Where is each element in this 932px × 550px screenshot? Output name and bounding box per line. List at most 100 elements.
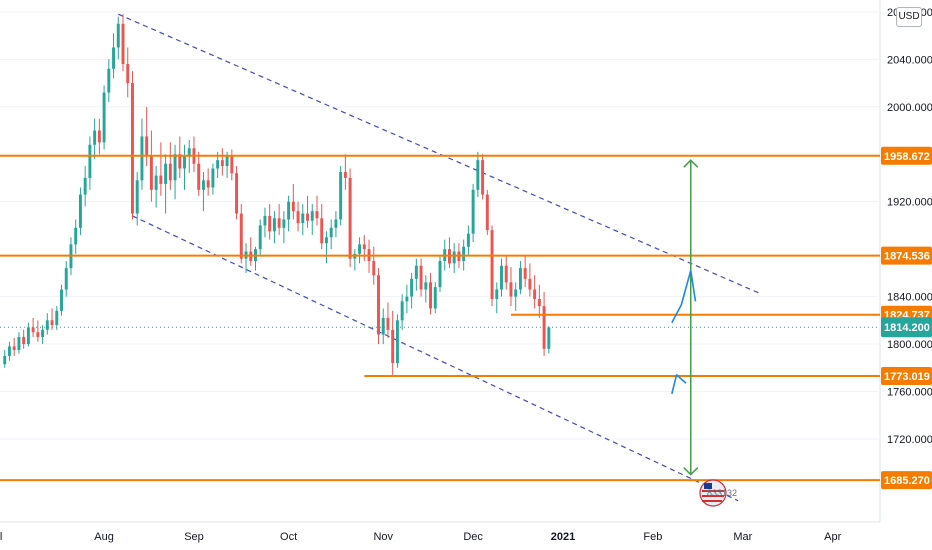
candle-body (154, 175, 158, 190)
flag-stripe-icon (702, 500, 722, 502)
candle-body (7, 346, 11, 356)
candle-body (220, 160, 224, 167)
x-tick-label: Apr (824, 531, 841, 543)
time-axis[interactable]: Jul Aug Sep Oct Nov Dec 2021 Feb Mar Apr (0, 531, 842, 543)
candle-body (187, 148, 191, 157)
watermark-number: 833132 (707, 488, 737, 498)
candle-body (495, 289, 499, 299)
candle-body (528, 278, 532, 290)
level-label-box (881, 367, 932, 386)
candle-body (83, 177, 87, 195)
candle-body (116, 23, 120, 48)
candle-body (258, 225, 262, 250)
candle-body (296, 211, 300, 224)
candle-body (395, 320, 399, 364)
channel-lower-line[interactable] (132, 215, 739, 502)
projection-down-path[interactable] (671, 374, 687, 395)
watermark-logo: 833132 (699, 479, 737, 507)
candle-body (329, 227, 333, 238)
candle-body (268, 215, 272, 232)
flag-stripe-icon (702, 490, 724, 492)
x-tick-label: Nov (373, 531, 393, 543)
candle-body (97, 130, 101, 143)
candle-body (537, 298, 541, 307)
currency-badge[interactable]: USD (896, 7, 922, 27)
x-tick-label: Aug (94, 531, 114, 543)
level-label: 1874.536 (884, 251, 930, 263)
candle-body (306, 213, 309, 221)
candle-body (310, 211, 314, 221)
candle-body (197, 163, 201, 190)
candle-body (362, 244, 366, 250)
candle-body (60, 289, 63, 311)
price-axis[interactable]: 2080.0002040.0002000.0001920.0001840.000… (0, 7, 932, 446)
candle-body (386, 317, 390, 330)
candle-body (509, 282, 513, 297)
flag-canton-icon (704, 483, 712, 489)
candle-body (348, 177, 352, 259)
y-tick-label: 1720.000 (887, 434, 932, 446)
price-channel[interactable] (118, 13, 762, 502)
candle-body (377, 275, 380, 335)
candle-body (500, 265, 503, 290)
candle-body (343, 172, 347, 178)
candle-body (419, 265, 423, 290)
candle-body (533, 289, 537, 299)
candle-body (225, 156, 229, 167)
price-level-labels: 1958.6721874.5361824.7371773.0191685.270… (881, 146, 932, 490)
candle-body (523, 268, 527, 279)
x-tick-label: Oct (280, 531, 297, 543)
candle-body (50, 320, 54, 326)
candle-body (476, 160, 480, 190)
candle-body (149, 156, 153, 190)
candle-body (272, 218, 276, 232)
target-down-arrow-head (683, 467, 699, 476)
candle-body (164, 163, 168, 184)
x-tick-label: 2021 (551, 531, 575, 543)
candle-body (168, 163, 172, 181)
x-tick-label: Feb (643, 531, 662, 543)
candle-body (159, 175, 163, 184)
candle-body (334, 219, 338, 228)
horizontal-levels[interactable] (0, 154, 880, 482)
candle-body (320, 218, 324, 244)
candle-body (277, 218, 281, 228)
candle-body (424, 282, 428, 290)
candle-body (452, 251, 456, 264)
candle-body (55, 310, 59, 326)
candle-body (3, 355, 7, 365)
x-tick-label: Sep (184, 531, 204, 543)
target-up-arrow-head (683, 159, 699, 168)
candle-body (102, 92, 106, 143)
candle-body (405, 296, 409, 302)
candle-body (381, 317, 385, 335)
candle-body (31, 327, 35, 333)
candle-body (315, 211, 319, 219)
candle-body (239, 213, 243, 259)
y-tick-label: 2000.000 (887, 102, 932, 114)
candle-body (78, 194, 82, 228)
y-tick-label: 2040.000 (887, 54, 932, 66)
candle-body (93, 130, 97, 145)
candle-body (183, 156, 186, 169)
candle-body (542, 306, 546, 349)
candle-body (410, 278, 414, 297)
level-label: 1685.270 (884, 475, 930, 487)
y-tick-label: 1920.000 (887, 197, 932, 209)
level-label: 1773.019 (884, 371, 930, 383)
projection-up-path[interactable] (671, 269, 697, 324)
candle-body (547, 327, 551, 349)
candle-body (471, 189, 475, 234)
candle-body (490, 230, 494, 299)
candle-body (462, 246, 466, 261)
candle-body (301, 213, 305, 224)
x-tick-label: Mar (733, 531, 752, 543)
candle-body (201, 180, 205, 190)
projection-arrows[interactable] (671, 159, 699, 476)
candle-body (263, 215, 267, 226)
candle-body (514, 289, 518, 297)
candle-body (339, 172, 343, 220)
candle-body (216, 160, 220, 169)
channel-upper-line[interactable] (118, 13, 762, 295)
